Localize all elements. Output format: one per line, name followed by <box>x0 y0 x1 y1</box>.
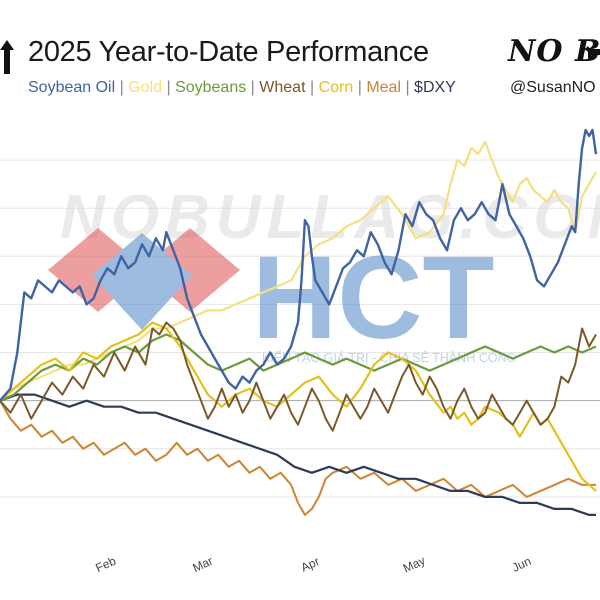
series-line-dxy <box>0 393 596 516</box>
brand-text: NO B <box>508 34 600 69</box>
legend-item: $DXY <box>414 79 456 96</box>
hct-logo-blue-diamond <box>92 233 192 330</box>
legend-item: Gold <box>128 79 163 96</box>
legend-separator: | <box>246 79 260 96</box>
series-layer <box>0 128 598 516</box>
x-tick-label: Apr <box>299 554 322 575</box>
legend-item: Corn <box>318 79 354 96</box>
hct-logo-text: HCT <box>252 232 495 364</box>
series-line-soybean-oil <box>0 128 598 402</box>
legend-separator: | <box>162 79 176 96</box>
brand-logo: NO B <box>508 34 600 69</box>
x-tick-label: Jun <box>510 554 533 575</box>
legend-separator: | <box>305 79 319 96</box>
series-line-soybeans <box>0 333 597 402</box>
series-line-wheat <box>0 321 597 432</box>
series-line-meal <box>0 400 596 516</box>
twitter-handle: @SusanNO <box>510 79 596 96</box>
chart-title: 2025 Year-to-Date Performance <box>28 36 429 68</box>
legend-item: Meal <box>366 79 401 96</box>
up-arrow-icon <box>0 40 14 74</box>
legend-separator: | <box>401 79 415 96</box>
legend-separator: | <box>353 79 367 96</box>
x-axis-ticks: Feb Mar Apr May Jun <box>93 553 533 575</box>
legend-item: Wheat <box>259 79 306 96</box>
x-tick-label: Mar <box>190 554 215 575</box>
legend: Soybean Oil | Gold | Soybeans | Wheat | … <box>28 79 456 97</box>
x-tick-label: Feb <box>93 554 118 576</box>
x-tick-label: May <box>401 553 427 575</box>
legend-separator: | <box>115 79 129 96</box>
legend-item: Soybeans <box>175 79 247 96</box>
legend-item: Soybean Oil <box>28 79 116 96</box>
bull-icon <box>584 46 600 59</box>
